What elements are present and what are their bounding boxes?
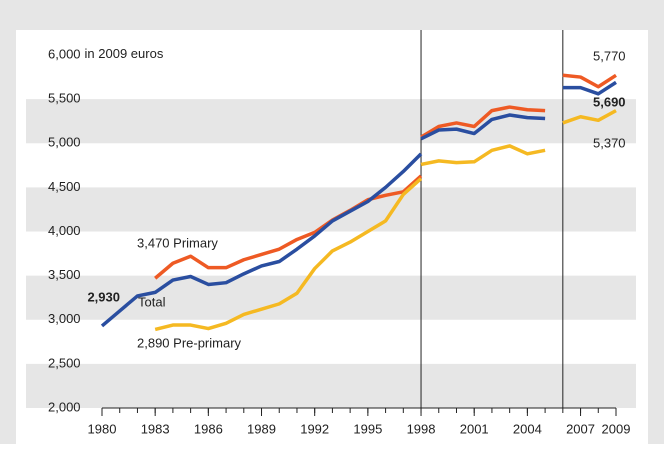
y-tick-label: 6,000 in 2009 euros [48,46,164,61]
series-line [420,144,546,167]
x-tick-label: 1995 [353,421,382,436]
x-tick-label: 2004 [513,421,542,436]
y-axis-label: in 2009 euros [85,46,164,61]
annotation: 2,930 [87,289,120,304]
series-line [562,109,617,125]
annotation: 2,890 Pre-primary [137,335,242,350]
y-tick-label: 5,500 [48,91,81,106]
x-tick-label: 1986 [194,421,223,436]
x-tick-label: 2007 [566,421,595,436]
series-line [154,174,423,280]
y-tick-label: 4,000 [48,223,81,238]
grid-band [26,187,636,232]
y-tick-label: 5,000 [48,135,81,150]
series-line [420,105,546,139]
grid-band [26,275,636,320]
series-line [562,73,617,89]
x-tick-label: 1989 [247,421,276,436]
x-tick-label: 2001 [460,421,489,436]
x-tick-label: 1983 [141,421,170,436]
series-line [100,152,423,328]
grid-band [26,363,636,408]
x-tick-label: 2009 [602,421,631,436]
y-tick-label: 3,500 [48,267,81,282]
series-line [154,177,423,332]
y-tick-label: 4,500 [48,179,81,194]
grid-band [26,99,636,144]
annotation: 5,370 [593,135,626,150]
annotation: 3,470 Primary [137,235,218,250]
annotation: 5,690 [593,94,626,109]
x-tick-label: 1992 [300,421,329,436]
x-tick-label: 1980 [88,421,117,436]
series-line [562,80,617,96]
y-tick-label: 2,000 [48,399,81,414]
annotation: Total [138,294,166,309]
annotation: 5,770 [593,48,626,63]
y-tick-label: 2,500 [48,355,81,370]
x-tick-label: 1998 [407,421,436,436]
series-line [420,113,546,141]
y-tick-label: 3,000 [48,311,81,326]
